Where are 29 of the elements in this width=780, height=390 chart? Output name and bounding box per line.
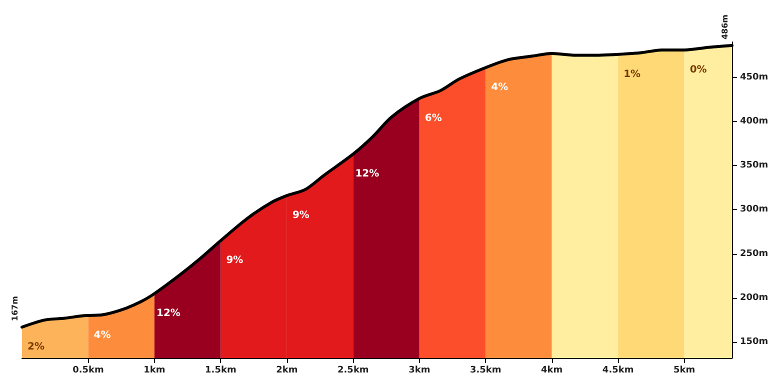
series-label: 12% — [355, 168, 380, 180]
series-label: 12% — [156, 308, 180, 320]
x-tick-label: 2.5km — [338, 366, 369, 376]
series-label: 2% — [28, 342, 44, 353]
annotation: 486m — [720, 14, 730, 40]
x-tick-label: 5km — [673, 366, 696, 376]
series-label: 9% — [226, 255, 244, 266]
x-tick-label: 3km — [408, 366, 430, 376]
series-label: 4% — [94, 330, 111, 342]
y-tick-label: 150m — [740, 337, 768, 348]
series-label: 0% — [690, 64, 707, 76]
y-tick-label: 250m — [740, 248, 768, 259]
y-tick-label: 200m — [740, 292, 768, 303]
y-tick-label: 300m — [740, 204, 768, 215]
x-tick-label: 0.5km — [72, 366, 104, 376]
y-tick-label: 400m — [740, 116, 768, 126]
y-tick-label: 350m — [740, 160, 768, 171]
x-tick-label: 3.5km — [470, 366, 502, 376]
annotation: 167m — [10, 296, 20, 322]
x-tick-label: 1km — [144, 366, 166, 376]
x-tick-label: 4.5km — [602, 366, 634, 376]
series-label: 9% — [292, 210, 310, 222]
series-label: 1% — [624, 68, 641, 80]
series-label: 6% — [424, 112, 442, 124]
x-tick-label: 1.5km — [205, 366, 236, 376]
series-label: 4% — [491, 82, 508, 94]
y-tick-label: 450m — [740, 72, 768, 82]
x-tick-label: 2km — [276, 366, 298, 376]
x-tick-label: 4km — [541, 366, 563, 376]
